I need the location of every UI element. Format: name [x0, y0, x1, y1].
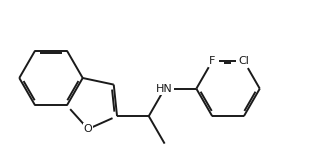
- Text: F: F: [209, 56, 215, 66]
- Text: Cl: Cl: [239, 56, 249, 66]
- Text: O: O: [84, 124, 92, 134]
- Text: HN: HN: [156, 84, 173, 94]
